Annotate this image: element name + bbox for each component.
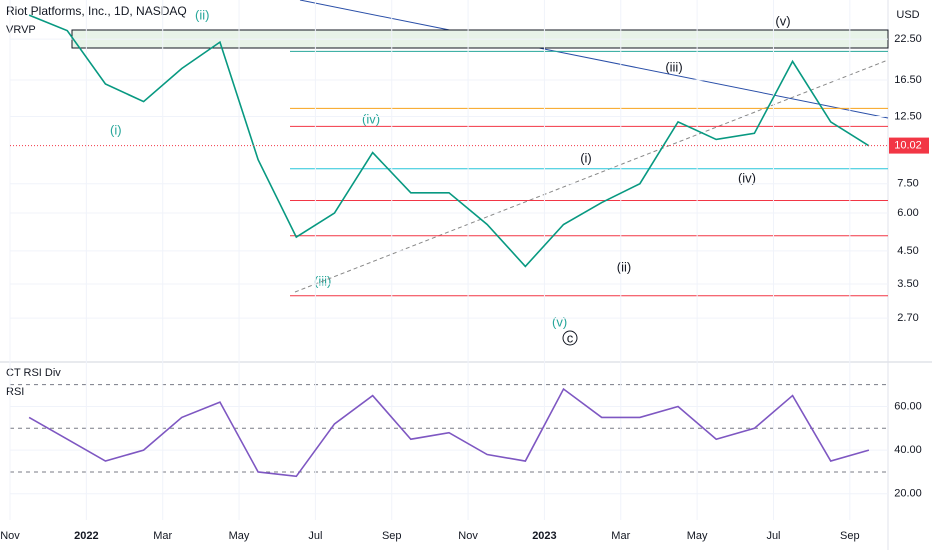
wave-label: (ii)	[195, 7, 209, 22]
x-tick-label: Nov	[458, 530, 478, 542]
x-tick-label: Sep	[382, 530, 402, 542]
y-tick-label: 60.00	[894, 400, 922, 412]
wave-label: (iii)	[665, 59, 682, 74]
rsi-line	[28, 387, 870, 478]
y-tick-label: 4.50	[897, 245, 918, 257]
x-tick-label: May	[229, 530, 250, 542]
trend-line	[299, 0, 889, 119]
y-tick-label: 16.50	[894, 74, 922, 86]
x-tick-label: Mar	[153, 530, 172, 542]
wave-circle	[562, 330, 578, 346]
rsi-label: RSI	[6, 386, 24, 398]
y-tick-label: 12.50	[894, 110, 922, 122]
wave-label: c	[567, 330, 574, 345]
wave-label: (iv)	[362, 111, 380, 126]
currency: USD	[896, 9, 919, 21]
y-tick-label: 6.00	[897, 207, 918, 219]
wave-label: (v)	[552, 314, 567, 329]
trend-line	[294, 59, 889, 293]
last-price-box	[889, 137, 929, 154]
y-tick-label: 2.70	[897, 312, 918, 324]
x-tick-label: Nov	[0, 530, 20, 542]
x-tick-label: Jul	[766, 530, 780, 542]
y-tick-label: 22.50	[894, 33, 922, 45]
y-tick-label: 40.00	[894, 444, 922, 456]
x-tick-label: Mar	[611, 530, 630, 542]
x-tick-label: 2023	[532, 530, 556, 542]
y-tick-label: 7.50	[897, 178, 918, 190]
indicator-label: VRVP	[6, 24, 36, 36]
rsi-title: CT RSI Div	[6, 367, 61, 379]
x-tick-label: Sep	[840, 530, 860, 542]
wave-label: (i)	[110, 122, 122, 137]
wave-label: (v)	[775, 13, 790, 28]
y-tick-label: 20.00	[894, 488, 922, 500]
last-price-label: 10.02	[894, 139, 922, 151]
wave-label: (iv)	[738, 170, 756, 185]
y-tick-label: 3.50	[897, 278, 918, 290]
x-tick-label: May	[687, 530, 708, 542]
x-tick-label: Jul	[308, 530, 322, 542]
chart-title: Riot Platforms, Inc., 1D, NASDAQ	[6, 4, 187, 18]
wave-label: (i)	[580, 150, 592, 165]
x-tick-label: 2022	[74, 530, 98, 542]
price-line	[28, 14, 870, 268]
wave-label: (ii)	[617, 259, 631, 274]
